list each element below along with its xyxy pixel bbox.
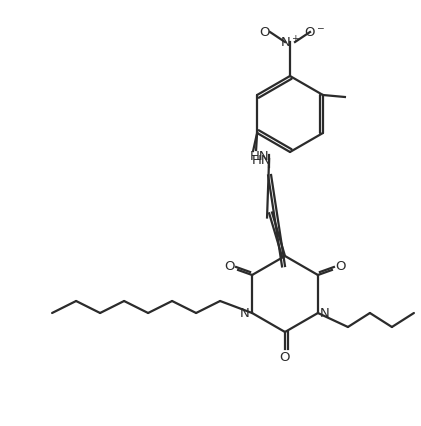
- Text: N: N: [320, 307, 330, 320]
- Text: O: O: [280, 351, 290, 364]
- Text: O: O: [260, 26, 270, 40]
- Text: O: O: [336, 259, 346, 272]
- Text: O: O: [224, 259, 234, 272]
- Text: HN: HN: [251, 153, 271, 166]
- Text: O$^-$: O$^-$: [304, 26, 325, 40]
- Text: N: N: [240, 307, 250, 320]
- Text: N$^+$: N$^+$: [280, 35, 300, 51]
- Text: HN: HN: [249, 149, 269, 162]
